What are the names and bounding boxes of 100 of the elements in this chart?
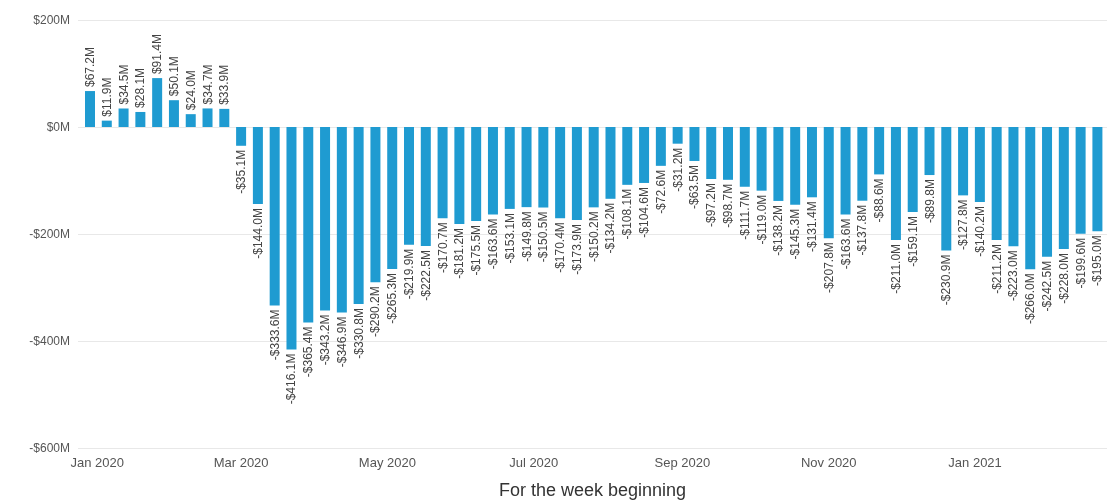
bar xyxy=(941,127,952,251)
bar xyxy=(739,127,750,187)
bar xyxy=(655,127,666,166)
bar xyxy=(689,127,700,161)
data-label: -$266.0M xyxy=(1023,273,1038,325)
bar xyxy=(202,108,213,127)
data-label: -$211.0M xyxy=(888,243,903,294)
x-tick-label: Jul 2020 xyxy=(509,455,559,470)
x-tick-label: Jan 2020 xyxy=(70,455,124,470)
y-tick-label: -$400M xyxy=(29,334,70,348)
bar xyxy=(1042,127,1053,257)
data-label: -$333.6M xyxy=(267,309,282,361)
bar xyxy=(773,127,784,201)
bar xyxy=(890,127,901,240)
data-label: -$228.0M xyxy=(1056,252,1071,304)
data-label: -$170.7M xyxy=(435,222,450,274)
data-label: -$163.6M xyxy=(838,218,853,270)
data-label: -$346.9M xyxy=(334,316,349,368)
bar xyxy=(1008,127,1019,247)
data-label: $24.0M xyxy=(183,70,198,111)
bar xyxy=(538,127,549,208)
x-tick-label: Jan 2021 xyxy=(948,455,1002,470)
data-label: -$134.2M xyxy=(603,202,618,254)
bar xyxy=(387,127,398,269)
data-label: -$242.5M xyxy=(1040,260,1055,312)
data-label: -$131.4M xyxy=(804,201,819,252)
data-label: -$365.4M xyxy=(301,326,316,378)
bar xyxy=(840,127,851,215)
bar xyxy=(84,91,95,127)
bar xyxy=(639,127,650,183)
data-label: -$223.0M xyxy=(1006,250,1021,302)
bar xyxy=(118,108,129,127)
bar xyxy=(185,114,196,127)
data-label: -$211.2M xyxy=(989,243,1004,294)
data-label: $11.9M xyxy=(99,77,114,117)
data-label: -$343.2M xyxy=(318,314,333,366)
bar xyxy=(168,100,179,127)
data-label: -$173.9M xyxy=(569,224,584,275)
data-label: -$159.1M xyxy=(905,216,920,267)
y-tick-label: -$600M xyxy=(29,441,70,455)
bar xyxy=(806,127,817,198)
bar xyxy=(974,127,985,203)
y-tick-label: $200M xyxy=(33,13,70,27)
data-label: -$330.8M xyxy=(351,307,366,359)
bar xyxy=(588,127,599,208)
bar xyxy=(101,120,112,127)
data-label: -$35.1M xyxy=(234,149,249,194)
bar xyxy=(471,127,482,221)
bar xyxy=(454,127,465,224)
bar xyxy=(874,127,885,175)
bar xyxy=(320,127,331,311)
data-label: -$170.4M xyxy=(553,222,568,273)
data-label: -$199.6M xyxy=(1073,237,1088,289)
bar xyxy=(756,127,767,191)
data-label: $33.9M xyxy=(217,64,232,105)
bar xyxy=(420,127,431,247)
bar xyxy=(370,127,381,283)
x-axis-title: For the week beginning xyxy=(498,480,687,500)
data-label: -$97.2M xyxy=(704,183,719,228)
data-label: $28.1M xyxy=(133,67,148,108)
bar xyxy=(135,111,146,127)
data-label: -$149.8M xyxy=(519,211,534,262)
data-label: -$31.2M xyxy=(670,147,685,192)
x-tick-label: Mar 2020 xyxy=(213,455,269,470)
data-label: -$140.2M xyxy=(972,206,987,257)
bar xyxy=(236,127,247,146)
data-label: -$219.9M xyxy=(402,248,417,300)
data-label: $50.1M xyxy=(166,56,181,97)
x-tick-label: Nov 2020 xyxy=(800,455,857,470)
data-label: -$144.0M xyxy=(250,208,265,259)
bar xyxy=(790,127,801,205)
data-label: -$63.5M xyxy=(687,164,702,209)
data-label: -$230.9M xyxy=(939,254,954,306)
bar xyxy=(672,127,683,144)
bar xyxy=(1092,127,1103,232)
data-label: -$88.6M xyxy=(872,178,887,223)
data-label: -$416.1M xyxy=(284,353,299,405)
x-tick-label: Sep 2020 xyxy=(654,455,711,470)
bar xyxy=(1025,127,1036,270)
bar xyxy=(706,127,717,179)
bar xyxy=(991,127,1002,240)
data-label: -$181.2M xyxy=(452,227,467,279)
x-tick-label: May 2020 xyxy=(358,455,416,470)
data-label: -$72.6M xyxy=(653,169,668,214)
data-label: $91.4M xyxy=(150,34,165,75)
bar xyxy=(219,108,230,127)
data-label: -$98.7M xyxy=(721,183,736,228)
bar xyxy=(252,127,263,205)
bar xyxy=(437,127,448,219)
data-label: $67.2M xyxy=(82,47,97,88)
data-label: -$150.5M xyxy=(536,211,551,263)
data-label: -$127.8M xyxy=(956,199,971,251)
bar xyxy=(1075,127,1086,234)
data-label: -$290.2M xyxy=(368,286,383,337)
bar xyxy=(404,127,415,245)
bar xyxy=(269,127,280,306)
bar xyxy=(622,127,633,185)
y-tick-label: -$200M xyxy=(29,227,70,241)
data-label: $34.7M xyxy=(200,64,215,105)
bar xyxy=(286,127,297,350)
